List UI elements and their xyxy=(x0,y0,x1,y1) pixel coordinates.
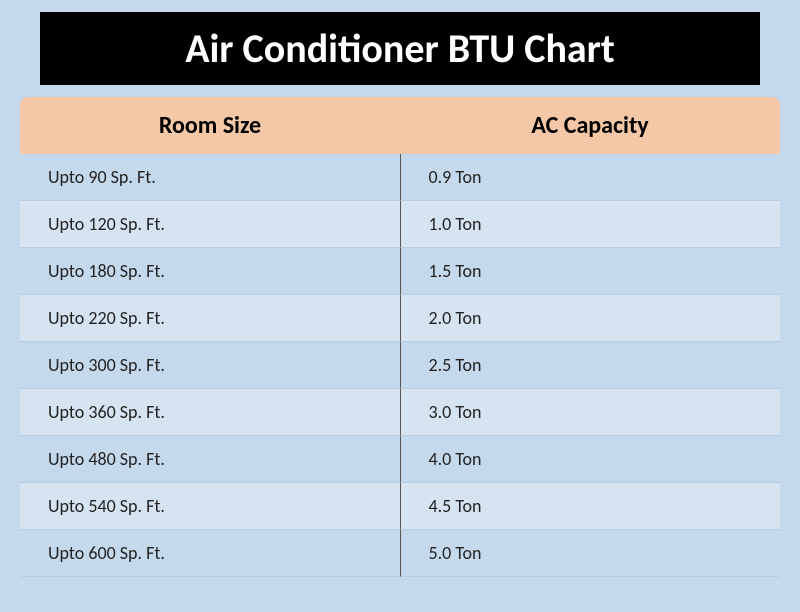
cell-room-size: Upto 360 Sp. Ft. xyxy=(20,389,400,436)
cell-ac-capacity: 3.0 Ton xyxy=(400,389,781,436)
table-row: Upto 300 Sp. Ft. 2.5 Ton xyxy=(20,342,780,389)
chart-title: Air Conditioner BTU Chart xyxy=(40,12,760,85)
table-row: Upto 600 Sp. Ft. 5.0 Ton xyxy=(20,530,780,577)
cell-room-size: Upto 600 Sp. Ft. xyxy=(20,530,400,577)
cell-ac-capacity: 4.0 Ton xyxy=(400,436,781,483)
header-ac-capacity: AC Capacity xyxy=(400,97,780,154)
table-row: Upto 220 Sp. Ft. 2.0 Ton xyxy=(20,295,780,342)
header-room-size: Room Size xyxy=(20,97,400,154)
cell-ac-capacity: 1.0 Ton xyxy=(400,201,781,248)
table-row: Upto 180 Sp. Ft. 1.5 Ton xyxy=(20,248,780,295)
cell-room-size: Upto 480 Sp. Ft. xyxy=(20,436,400,483)
cell-room-size: Upto 180 Sp. Ft. xyxy=(20,248,400,295)
table-row: Upto 120 Sp. Ft. 1.0 Ton xyxy=(20,201,780,248)
table-header-row: Room Size AC Capacity xyxy=(20,97,780,154)
cell-room-size: Upto 90 Sp. Ft. xyxy=(20,154,400,201)
table-row: Upto 540 Sp. Ft. 4.5 Ton xyxy=(20,483,780,530)
cell-ac-capacity: 2.0 Ton xyxy=(400,295,781,342)
cell-ac-capacity: 0.9 Ton xyxy=(400,154,781,201)
table-row: Upto 360 Sp. Ft. 3.0 Ton xyxy=(20,389,780,436)
cell-room-size: Upto 120 Sp. Ft. xyxy=(20,201,400,248)
cell-room-size: Upto 220 Sp. Ft. xyxy=(20,295,400,342)
table-row: Upto 480 Sp. Ft. 4.0 Ton xyxy=(20,436,780,483)
cell-ac-capacity: 2.5 Ton xyxy=(400,342,781,389)
btu-table: Room Size AC Capacity Upto 90 Sp. Ft. 0.… xyxy=(20,97,780,577)
cell-ac-capacity: 5.0 Ton xyxy=(400,530,781,577)
cell-room-size: Upto 300 Sp. Ft. xyxy=(20,342,400,389)
cell-ac-capacity: 1.5 Ton xyxy=(400,248,781,295)
cell-ac-capacity: 4.5 Ton xyxy=(400,483,781,530)
table-row: Upto 90 Sp. Ft. 0.9 Ton xyxy=(20,154,780,201)
cell-room-size: Upto 540 Sp. Ft. xyxy=(20,483,400,530)
table-body: Upto 90 Sp. Ft. 0.9 Ton Upto 120 Sp. Ft.… xyxy=(20,154,780,577)
